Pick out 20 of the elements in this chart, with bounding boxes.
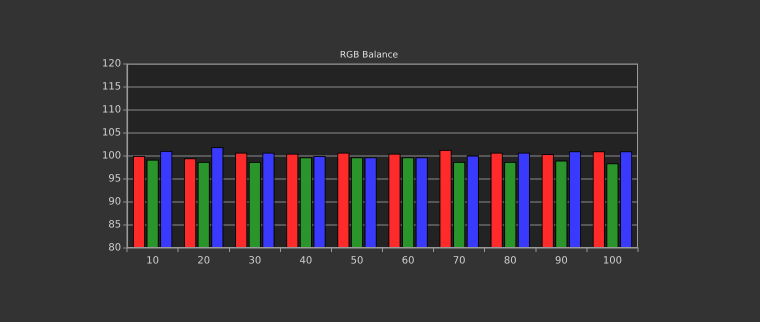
x-tick-label: 40 bbox=[300, 256, 312, 267]
x-tick-label: 60 bbox=[402, 256, 414, 267]
x-tick-label: 80 bbox=[504, 256, 517, 267]
x-tick-label: 100 bbox=[602, 256, 622, 267]
chart-title: RGB Balance bbox=[340, 50, 399, 61]
y-tick-label: 100 bbox=[102, 150, 122, 162]
x-tick-label: 20 bbox=[197, 256, 210, 267]
y-tick-label: 95 bbox=[108, 174, 122, 185]
y-tick-label: 105 bbox=[102, 127, 122, 138]
y-tick-label: 115 bbox=[102, 81, 122, 92]
y-tick-label: 85 bbox=[108, 220, 122, 231]
x-tick-label: 90 bbox=[554, 256, 568, 267]
x-tick-label: 10 bbox=[146, 256, 159, 267]
y-tick-label: 90 bbox=[108, 196, 122, 208]
x-tick-label: 70 bbox=[452, 256, 466, 267]
y-tick-label: 120 bbox=[102, 58, 122, 70]
y-tick-label: 80 bbox=[108, 242, 122, 254]
x-tick-label: 50 bbox=[350, 256, 364, 267]
y-tick-label: 110 bbox=[102, 104, 122, 116]
x-tick-label: 30 bbox=[248, 256, 262, 267]
